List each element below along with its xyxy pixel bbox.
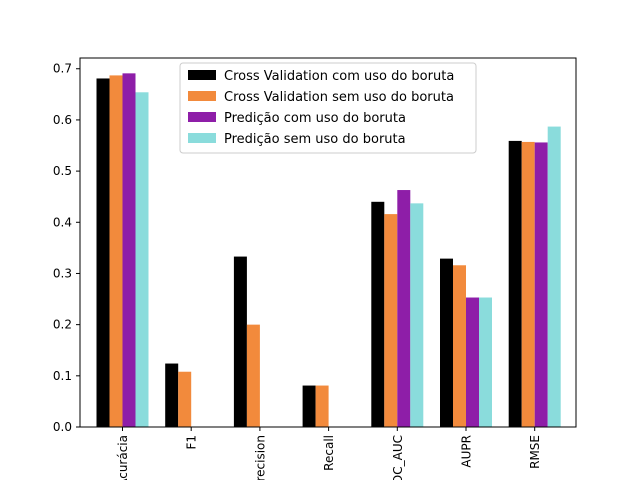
bar-1-4	[384, 214, 398, 427]
bar-1-5	[453, 265, 466, 427]
x-tick-label: AUPR	[460, 435, 474, 468]
bar-1-6	[521, 141, 535, 427]
legend-swatch	[188, 112, 216, 122]
bar-0-4	[371, 201, 385, 427]
x-tick-label: Precision	[253, 435, 267, 480]
x-tick-label: Acurácia	[116, 435, 130, 480]
bar-0-1	[165, 363, 179, 427]
legend-swatch	[188, 133, 216, 143]
bar-0-6	[508, 140, 522, 427]
y-tick-label: 0.6	[53, 113, 72, 127]
bars-layer	[96, 73, 561, 428]
x-tick-label: RMSE	[528, 435, 542, 469]
legend-label: Cross Validation sem uso do boruta	[224, 90, 454, 105]
y-tick-label: 0.2	[53, 318, 72, 332]
bar-3-6	[547, 126, 561, 427]
bar-0-0	[96, 78, 110, 427]
bar-1-2	[246, 324, 260, 427]
legend-label: Cross Validation com uso do boruta	[224, 69, 454, 84]
legend-label: Predição com uso do boruta	[224, 111, 406, 126]
bar-0-2	[233, 256, 247, 427]
bar-3-4	[410, 203, 424, 427]
bar-0-3	[302, 385, 316, 427]
bar-2-5	[466, 297, 479, 427]
bar-1-1	[178, 371, 192, 427]
x-tick-label: ROC_AUC	[391, 435, 405, 480]
bar-2-6	[534, 142, 548, 427]
x-tick-label: F1	[185, 435, 199, 450]
y-tick-label: 0.7	[53, 62, 72, 76]
legend-box	[179, 62, 477, 154]
legend: Cross Validation com uso do boruta Cross …	[179, 62, 477, 154]
axes-layer: 0.0 0.1 0.2 0.3 0.4 0.5 0.6 0.7 Acurácia F1 Precis…	[53, 57, 577, 480]
x-tick-label: Recall	[322, 435, 336, 471]
legend-label: Predição sem uso do boruta	[224, 132, 406, 147]
bar-2-0	[122, 73, 136, 427]
y-tick-label: 0.3	[53, 266, 72, 280]
y-tick-label: 0.5	[53, 164, 72, 178]
bar-1-0	[109, 75, 123, 428]
bar-2-4	[397, 190, 411, 427]
bar-3-5	[479, 297, 492, 427]
y-tick-label: 0.1	[53, 369, 72, 383]
y-tick-label: 0.0	[53, 420, 72, 434]
legend-swatch	[188, 91, 216, 101]
bar-3-0	[135, 92, 149, 427]
bar-1-3	[315, 385, 329, 427]
legend-swatch	[188, 70, 216, 80]
y-tick-label: 0.4	[53, 215, 72, 229]
bar-0-5	[440, 258, 453, 427]
plot-frame	[79, 57, 577, 428]
